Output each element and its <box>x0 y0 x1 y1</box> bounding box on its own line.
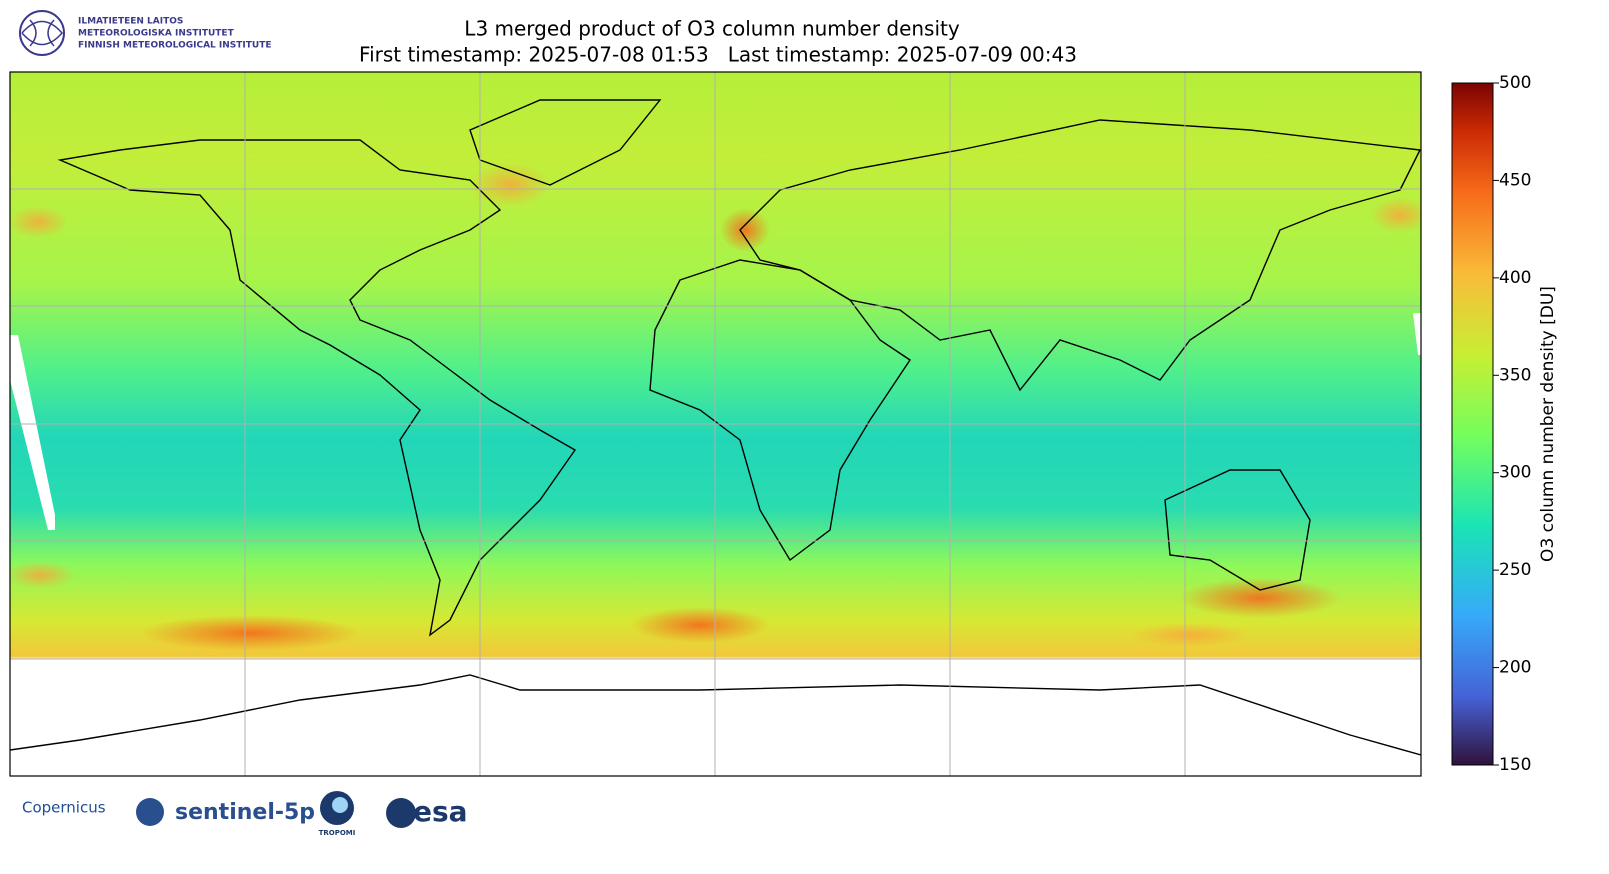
institute-name: FINNISH METEOROLOGICAL INSTITUTE <box>78 41 272 51</box>
institute-logo: ILMATIETEEN LAITOS METEOROLOGISKA INSTIT… <box>19 10 272 56</box>
partner-logos: Copernicus sentinel-5p TROPOMI esa <box>22 791 468 837</box>
logo-sentinel: sentinel-5p <box>175 800 315 825</box>
map <box>10 72 1421 776</box>
colorbar-label: O3 column number density [DU] <box>1538 286 1558 562</box>
map-frame <box>9 71 1422 777</box>
institute-name: METEOROLOGISKA INSTITUTET <box>78 29 235 39</box>
colorbar-tick-label: 350 <box>1499 365 1531 385</box>
colorbar-tick-label: 450 <box>1499 170 1531 190</box>
colorbar-tick-label: 500 <box>1499 73 1531 93</box>
colorbar-tick-label: 250 <box>1499 560 1531 580</box>
logo-tropomi: TROPOMI <box>319 829 356 837</box>
logo-copernicus: Copernicus <box>22 799 106 817</box>
colorbar-tick-label: 400 <box>1499 268 1531 288</box>
colorbar-tick-label: 150 <box>1499 755 1531 775</box>
title: L3 merged product of O3 column number de… <box>464 17 960 41</box>
logo-icon <box>136 798 164 826</box>
colorbar-tick-label: 200 <box>1499 658 1531 678</box>
colorbar-tick-label: 300 <box>1499 463 1531 483</box>
institute-name: ILMATIETEEN LAITOS <box>78 17 183 27</box>
logo-icon <box>332 797 348 813</box>
colorbar <box>1451 82 1494 766</box>
subtitle: First timestamp: 2025-07-08 01:53 Last t… <box>359 43 1077 67</box>
logo-esa: esa <box>413 795 468 828</box>
logo-icon <box>386 798 416 828</box>
